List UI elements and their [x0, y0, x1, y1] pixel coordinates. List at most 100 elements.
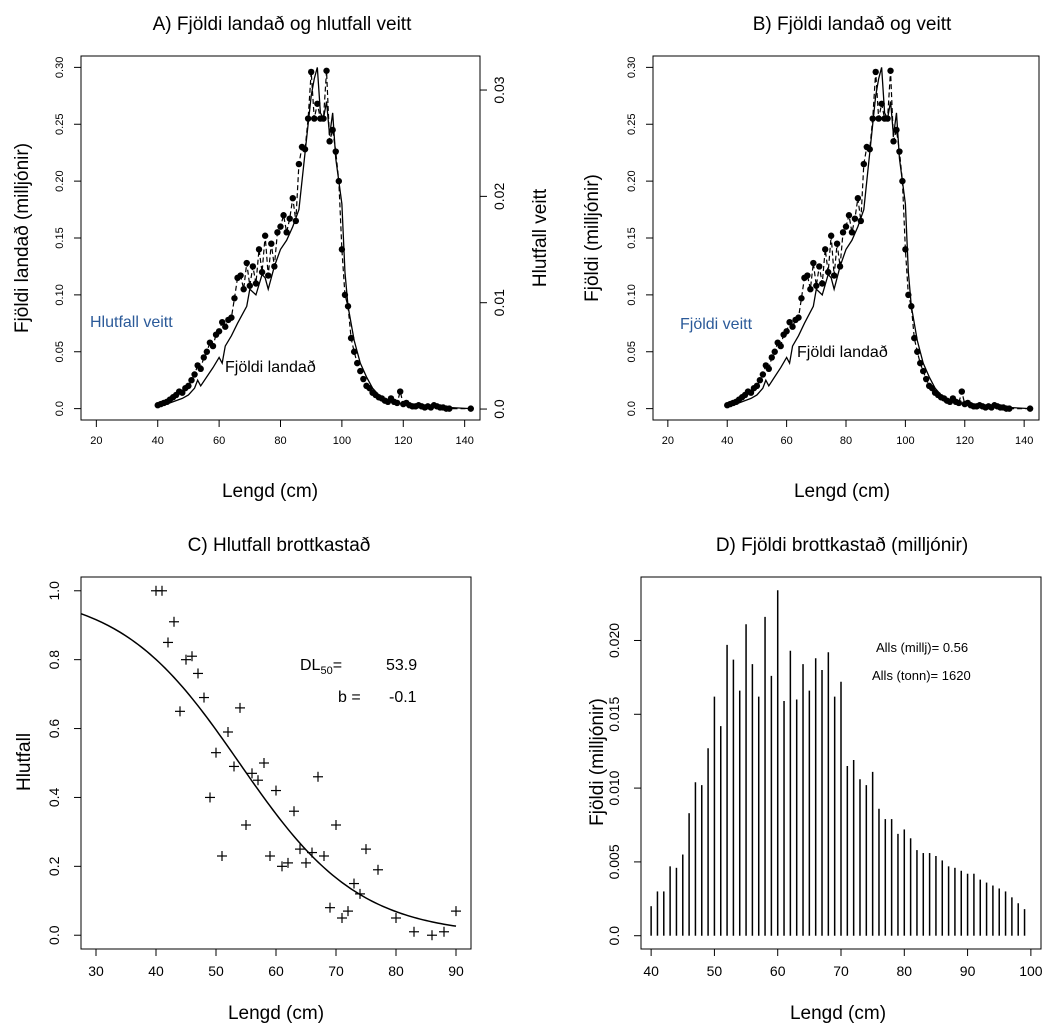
panel-d-xlabel: Lengd (cm) [790, 1003, 886, 1024]
data-point [786, 318, 793, 326]
panel-c-xlabel: Lengd (cm) [228, 1003, 324, 1024]
data-point [446, 405, 453, 412]
data-point [261, 232, 269, 239]
panel-c-dl50-text: DL [300, 657, 321, 674]
data-point [813, 282, 820, 289]
panel-a-x-tick-label: 100 [333, 435, 351, 447]
panel-c-x-tick-label: 40 [148, 963, 164, 979]
data-point [896, 148, 903, 155]
plus-marker [169, 616, 179, 627]
data-point [789, 323, 796, 330]
panel-d-total-tonn-label: Alls (tonn)= [872, 668, 938, 683]
panel-c-y-tick-label: 0.4 [46, 788, 62, 808]
data-point [887, 67, 894, 74]
panel-c-dl50-label: DL50= [300, 657, 342, 677]
panel-b-x-tick-label: 120 [956, 435, 974, 447]
data-point [341, 291, 349, 299]
panel-b-x-tick-label: 140 [1015, 435, 1033, 447]
panel-b-y-tick-label: 0.25 [626, 114, 638, 135]
data-point [179, 389, 186, 396]
plus-marker [307, 847, 317, 858]
data-point [866, 146, 873, 153]
data-point [884, 115, 891, 122]
panel-b-label-fjoldi-veitt: Fjöldi veitt [680, 316, 753, 333]
panel-d: D) Fjöldi brottkastað (milljónir) Lengd … [587, 535, 1043, 1024]
data-point [360, 375, 367, 383]
data-point [905, 291, 912, 299]
panel-c-x-tick-label: 60 [268, 963, 284, 979]
data-point [816, 263, 823, 270]
data-point [902, 246, 909, 253]
panel-a-y-tick-label: 0.15 [54, 227, 66, 248]
data-point [860, 160, 868, 168]
data-point [218, 318, 226, 326]
panel-b-x-tick-label: 20 [662, 435, 674, 447]
plus-marker [199, 692, 209, 703]
plus-marker [175, 706, 185, 717]
plus-marker [355, 888, 365, 899]
plus-marker [409, 926, 419, 937]
panel-d-y-tick-label: 0.015 [606, 697, 622, 732]
plus-marker [331, 820, 341, 830]
data-point [215, 328, 223, 335]
panel-b-x-tick-label: 100 [896, 435, 914, 447]
plus-marker [235, 702, 245, 713]
plus-marker [313, 771, 323, 782]
panel-a-title: A) Fjöldi landað og hlutfall veitt [153, 14, 412, 35]
panel-d-x-tick-label: 60 [770, 963, 786, 979]
data-point [249, 263, 257, 270]
panel-b-x-tick-label: 80 [840, 435, 852, 447]
data-point [357, 367, 364, 375]
data-point [231, 295, 238, 302]
panel-a-y-tick-label: 0.10 [54, 284, 66, 305]
data-point [836, 263, 844, 270]
panel-c-x-tick-label: 70 [328, 963, 344, 979]
panel-d-title: D) Fjöldi brottkastað (milljónir) [716, 535, 968, 556]
plus-marker [187, 651, 197, 662]
data-point [899, 177, 906, 185]
data-point [833, 240, 841, 247]
plus-marker [205, 792, 215, 803]
panel-a-y-tick-label: 0.05 [54, 341, 66, 362]
data-point [188, 376, 195, 384]
plus-marker [289, 806, 299, 817]
plus-marker [271, 785, 281, 796]
panel-c: C) Hlutfall brottkastað Lengd (cm) Hlutf… [14, 535, 472, 1024]
plus-marker [451, 906, 461, 917]
panel-b-y-tick-label: 0.05 [626, 341, 638, 362]
panel-c-y-tick-label: 0.8 [46, 650, 62, 670]
panel-d-total-millj: Alls (millj)= 0.56 [876, 640, 968, 655]
plus-marker [295, 844, 305, 855]
panel-a-y2-tick-label: 0.03 [491, 76, 507, 103]
data-point [824, 268, 832, 276]
panel-c-x-tick-label: 80 [388, 963, 404, 979]
panel-a-x-tick-label: 60 [213, 435, 225, 447]
data-point [237, 272, 244, 279]
panel-a-y2-tick-label: 0.0 [491, 399, 507, 419]
panel-a: A) Fjöldi landað og hlutfall veitt Lengd… [12, 14, 551, 502]
panel-d-y-tick-label: 0.010 [606, 770, 622, 805]
panel-c-b-label: b = [338, 689, 361, 706]
panel-c-frame [80, 576, 472, 950]
data-point [756, 376, 764, 384]
data-point [283, 229, 290, 236]
panel-d-total-tonn: Alls (tonn)= 1620 [872, 668, 971, 683]
data-point [197, 365, 204, 373]
data-point [393, 399, 401, 407]
data-point [857, 217, 865, 225]
data-point [265, 272, 272, 279]
panel-c-x-tick-label: 30 [88, 963, 104, 979]
data-point [753, 382, 761, 390]
plus-marker [277, 861, 287, 872]
plus-marker [229, 761, 239, 772]
panel-a-x-tick-label: 20 [90, 435, 102, 447]
plus-marker [427, 930, 437, 941]
panel-c-y-tick-label: 1.0 [46, 581, 62, 601]
data-point [908, 303, 915, 310]
panel-a-x-tick-label: 120 [394, 435, 412, 447]
panel-a-xlabel: Lengd (cm) [222, 481, 318, 502]
plus-marker [265, 851, 275, 861]
data-point [397, 388, 404, 395]
data-point [301, 146, 309, 153]
plus-marker [163, 637, 173, 648]
